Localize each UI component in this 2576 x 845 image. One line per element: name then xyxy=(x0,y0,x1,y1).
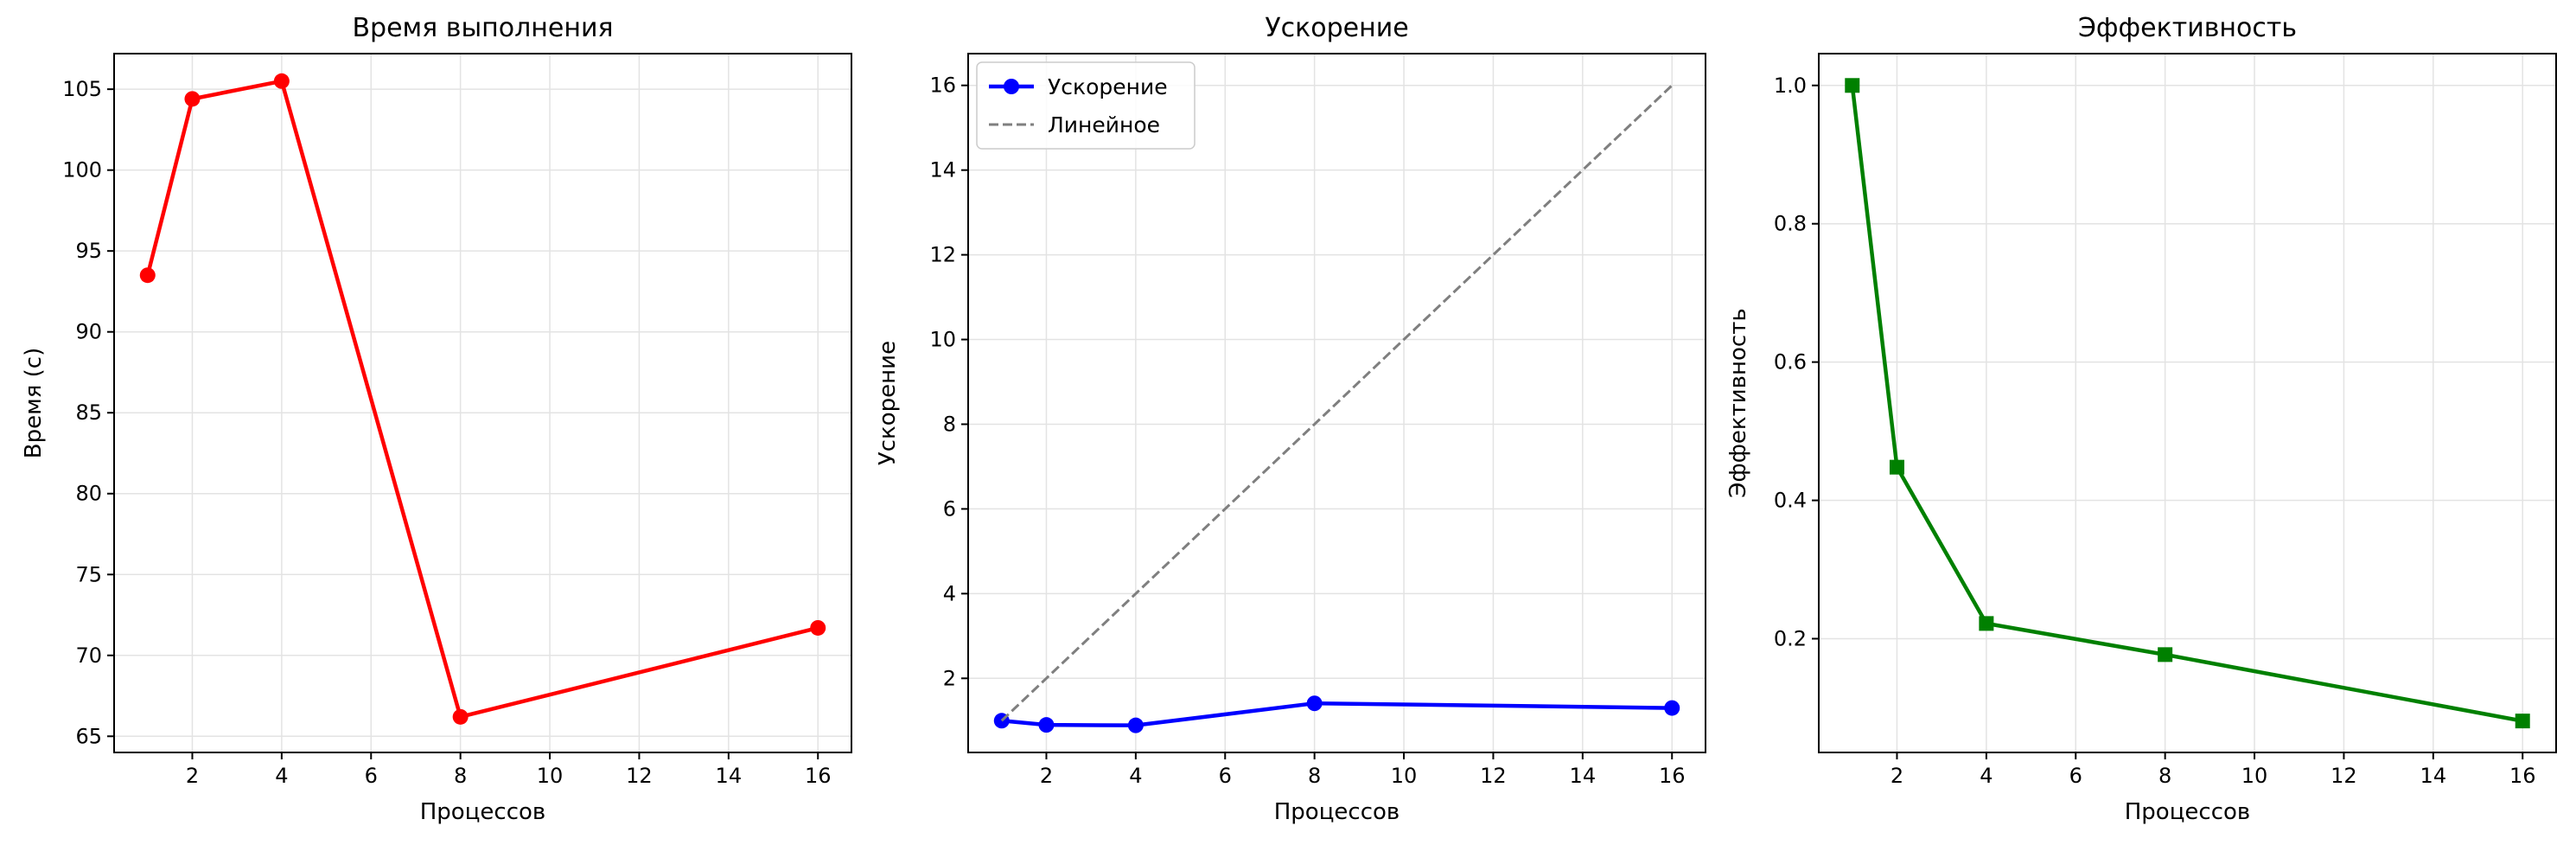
x-tick-label: 6 xyxy=(2069,764,2082,788)
legend-label: Ускорение xyxy=(1048,74,1168,99)
y-tick-label: 105 xyxy=(62,77,102,101)
y-tick-label: 1.0 xyxy=(1774,74,1807,98)
y-tick-label: 95 xyxy=(75,239,102,263)
series-line-1 xyxy=(145,79,819,720)
y-axis-label: Эффективность xyxy=(1725,308,1751,497)
data-point xyxy=(2515,714,2530,729)
plot-frame xyxy=(1818,53,2557,753)
plot-frame xyxy=(967,53,1706,753)
chart-2: 2 4 6 8 10 12 14 16 2 4 6 8 10 12 14 16 Ускорение Процесс… xyxy=(875,13,1706,825)
y-tick-label: 65 xyxy=(75,724,102,748)
data-point xyxy=(1845,78,1860,93)
chart-title: Время выполнения xyxy=(352,13,613,43)
y-tick-label: 70 xyxy=(75,643,102,668)
y-tick-label: 8 xyxy=(943,412,956,436)
y-tick-label: 90 xyxy=(75,320,102,344)
x-axis-label: Процессов xyxy=(1274,799,1400,825)
chart-1: 2 4 6 8 10 12 14 16 65 70 75 80 85 90 95 100 105 Время вы… xyxy=(21,13,852,825)
x-tick-label: 14 xyxy=(1570,764,1597,788)
y-tick-label: 6 xyxy=(943,496,956,521)
data-point xyxy=(1664,700,1680,716)
y-tick-label: 0.2 xyxy=(1774,626,1807,650)
data-point xyxy=(452,708,469,725)
data-point xyxy=(810,619,826,636)
data-point xyxy=(139,267,156,284)
y-tick-label: 0.4 xyxy=(1774,489,1807,513)
x-tick-label: 10 xyxy=(537,764,564,788)
x-tick-label: 10 xyxy=(2241,764,2268,788)
y-tick-label: 85 xyxy=(75,400,102,425)
plot-frame xyxy=(113,53,852,753)
y-tick-label: 0.6 xyxy=(1774,350,1807,374)
legend-label: Линейное xyxy=(1048,112,1160,138)
y-tick-label: 75 xyxy=(75,562,102,586)
x-tick-label: 16 xyxy=(805,764,832,788)
y-tick-label: 10 xyxy=(929,328,956,352)
y-tick-label: 14 xyxy=(929,158,956,182)
x-tick-label: 8 xyxy=(454,764,467,788)
x-tick-label: 12 xyxy=(626,764,653,788)
chart-title: Эффективность xyxy=(2078,13,2297,43)
data-point xyxy=(1127,717,1144,733)
x-tick-label: 4 xyxy=(1980,764,1993,788)
x-tick-label: 12 xyxy=(2331,764,2357,788)
data-point xyxy=(2158,647,2173,663)
x-tick-label: 10 xyxy=(1391,764,1418,788)
x-tick-label: 6 xyxy=(1219,764,1232,788)
series-line-2 xyxy=(1000,84,1674,722)
x-tick-label: 12 xyxy=(1480,764,1507,788)
y-tick-label: 16 xyxy=(929,74,956,98)
x-tick-label: 6 xyxy=(365,764,378,788)
x-axis-label: Процессов xyxy=(420,799,545,825)
x-tick-label: 4 xyxy=(1129,764,1142,788)
y-tick-label: 80 xyxy=(75,482,102,506)
series-line-1 xyxy=(1850,85,2523,723)
x-tick-label: 2 xyxy=(186,764,199,788)
legend-box xyxy=(976,61,1196,150)
y-tick-label: 2 xyxy=(943,666,956,690)
y-tick-label: 4 xyxy=(943,581,956,605)
data-point xyxy=(184,91,201,107)
x-axis-label: Процессов xyxy=(2125,799,2250,825)
y-axis-label: Время (с) xyxy=(21,348,47,458)
x-tick-label: 16 xyxy=(2509,764,2536,788)
y-tick-label: 100 xyxy=(62,158,102,182)
y-tick-label: 12 xyxy=(929,243,956,267)
series-line-1 xyxy=(1001,701,1673,727)
x-tick-label: 2 xyxy=(1891,764,1903,788)
data-point xyxy=(1306,695,1323,712)
x-tick-label: 8 xyxy=(1308,764,1321,788)
legend-marker xyxy=(1004,79,1019,94)
chart-title: Ускорение xyxy=(1265,13,1408,43)
data-point xyxy=(1038,717,1055,733)
data-point xyxy=(273,73,290,89)
data-point xyxy=(1889,459,1904,475)
y-axis-label: Ускорение xyxy=(875,341,901,465)
x-tick-label: 14 xyxy=(716,764,743,788)
data-point xyxy=(1979,616,1994,631)
x-tick-label: 8 xyxy=(2158,764,2171,788)
chart-3: 2 4 6 8 10 12 14 16 0.2 0.4 0.6 0.8 1.0 Эффективность… xyxy=(1725,13,2557,825)
x-tick-label: 4 xyxy=(275,764,288,788)
y-tick-label: 0.8 xyxy=(1774,212,1807,236)
x-tick-label: 16 xyxy=(1659,764,1686,788)
x-tick-label: 2 xyxy=(1040,764,1053,788)
x-tick-label: 14 xyxy=(2420,764,2447,788)
